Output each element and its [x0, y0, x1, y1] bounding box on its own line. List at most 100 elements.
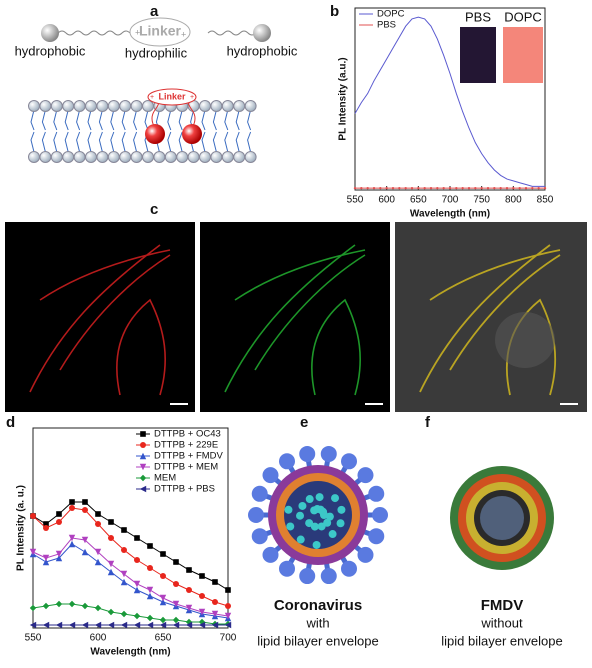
- marker: [398, 186, 401, 190]
- lipid-head: [210, 100, 223, 112]
- marker: [55, 550, 63, 558]
- panel-c: [5, 222, 587, 412]
- marker: [68, 600, 76, 608]
- lipid-tail: [98, 109, 103, 153]
- label: hydrophobic: [15, 43, 86, 58]
- marker: [140, 431, 146, 437]
- marker: [385, 186, 388, 190]
- marker: [94, 604, 102, 612]
- marker: [139, 463, 147, 471]
- membrane: [28, 100, 257, 163]
- marker: [120, 621, 128, 629]
- lipid-tail: [178, 109, 183, 153]
- marker: [198, 621, 206, 629]
- marker: [429, 186, 433, 190]
- lipid-head: [62, 100, 75, 112]
- marker: [81, 548, 89, 556]
- marker: [133, 612, 141, 620]
- panel-label: b: [330, 3, 339, 20]
- marker: [107, 621, 115, 629]
- series-line: [32, 537, 229, 617]
- panel-label: a: [150, 3, 159, 20]
- nucleocapsid: [328, 530, 337, 539]
- x-tick-label: 700: [220, 633, 237, 644]
- marker: [120, 570, 128, 578]
- lipid-head: [199, 151, 211, 163]
- marker: [391, 186, 395, 190]
- marker: [198, 608, 206, 616]
- marker: [467, 186, 471, 190]
- marker: [212, 599, 218, 605]
- marker: [212, 579, 218, 585]
- marker: [55, 621, 63, 629]
- spike-head: [320, 568, 337, 585]
- lipid-tail: [30, 109, 35, 153]
- marker: [29, 604, 37, 612]
- legend-label: DOPC: [377, 9, 405, 20]
- marker: [55, 554, 63, 562]
- marker: [224, 612, 232, 620]
- nucleocapsid: [325, 512, 334, 521]
- lipid-head: [233, 100, 246, 112]
- lipid-tail: [167, 109, 172, 153]
- marker: [55, 600, 63, 608]
- lipid-head: [50, 100, 63, 112]
- spike-head: [368, 528, 385, 545]
- marker: [410, 186, 414, 190]
- marker: [404, 186, 407, 190]
- lipid-head: [96, 100, 109, 112]
- marker: [82, 499, 88, 505]
- panel-label: e: [300, 414, 308, 431]
- lipid-head: [187, 151, 200, 163]
- marker: [543, 186, 547, 190]
- nucleocapsid: [337, 505, 346, 514]
- nucleocapsid: [310, 522, 319, 531]
- lipid-tail: [53, 109, 58, 153]
- label: hydrophobic: [227, 43, 298, 58]
- marker: [436, 186, 439, 190]
- x-axis-label: Wavelength (nm): [410, 209, 490, 220]
- plot-frame: [32, 427, 229, 629]
- marker: [159, 598, 167, 606]
- series-line: [32, 603, 228, 625]
- lipid-head: [73, 151, 86, 163]
- nucleocapsid: [305, 495, 314, 504]
- marker: [379, 186, 382, 190]
- spike-head: [357, 546, 374, 563]
- marker: [120, 578, 128, 586]
- x-tick-label: 600: [378, 195, 395, 206]
- virus-desc: lipid bilayer envelope: [441, 633, 562, 648]
- marker: [133, 580, 141, 588]
- marker: [68, 540, 76, 548]
- marker: [133, 586, 141, 594]
- marker: [82, 507, 88, 513]
- photo-pbs: [460, 27, 496, 83]
- lipid-tail: [110, 109, 115, 153]
- marker: [505, 186, 509, 190]
- lipid-head: [176, 151, 189, 163]
- charge: +: [181, 29, 186, 39]
- linker-label: Linker: [139, 23, 182, 39]
- lipid-head: [210, 151, 223, 163]
- lipid-head: [244, 151, 257, 163]
- lipid-head: [142, 100, 154, 112]
- photo-label: DOPC: [504, 9, 542, 24]
- marker: [360, 186, 363, 190]
- marker: [172, 600, 180, 608]
- lipid-tail: [212, 109, 217, 153]
- marker: [493, 186, 496, 190]
- lipid-tail: [201, 109, 206, 153]
- photo-dopc: [503, 27, 543, 83]
- sphere: [41, 24, 59, 42]
- x-tick-label: 550: [347, 195, 364, 206]
- lipid-head: [119, 100, 132, 112]
- marker: [94, 548, 102, 556]
- marker: [423, 186, 426, 190]
- marker: [199, 573, 205, 579]
- marker: [146, 621, 154, 629]
- series-line: [32, 543, 229, 619]
- linker-ellipse: [147, 88, 197, 106]
- marker: [139, 485, 147, 493]
- marker: [69, 505, 75, 511]
- marker: [531, 186, 534, 190]
